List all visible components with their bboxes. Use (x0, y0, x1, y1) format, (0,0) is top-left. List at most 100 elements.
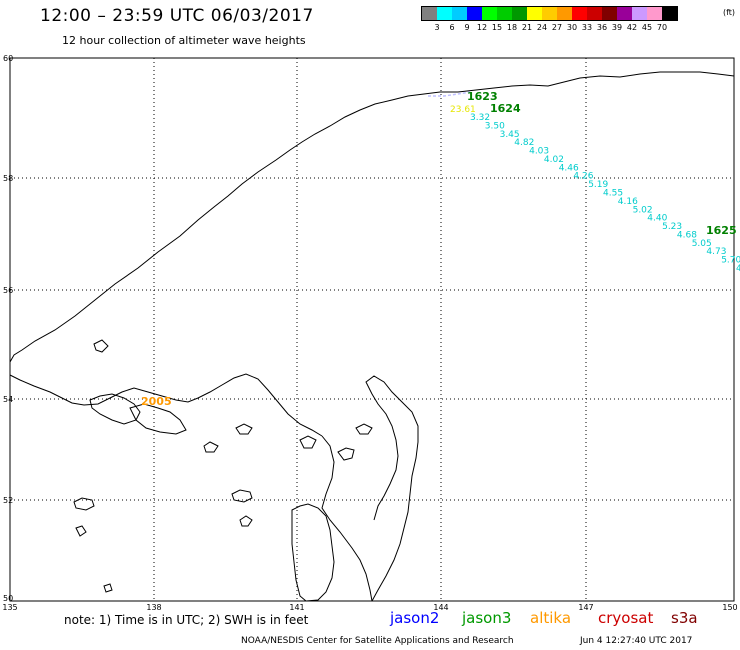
east-coast (365, 375, 419, 602)
lon-label-138: 138 (146, 603, 161, 612)
lon-label-141: 141 (289, 603, 304, 612)
lat-label-58: 58 (3, 174, 13, 183)
wave-height-value: 4.6 (736, 264, 740, 274)
color-swatch (662, 7, 677, 20)
plot-frame (9, 57, 735, 602)
color-swatch (542, 7, 557, 20)
lon-label-147: 147 (578, 603, 593, 612)
wave-height-value: 5.70 (721, 256, 740, 266)
wave-height-value: 5.23 (662, 222, 682, 232)
island-9 (299, 435, 317, 449)
legend-jason3: jason3 (462, 609, 512, 627)
wave-height-value: 4.40 (647, 214, 667, 224)
color-scale-swatches (421, 6, 678, 21)
island-8 (337, 447, 355, 461)
color-swatch (482, 7, 497, 20)
island-5 (203, 441, 219, 453)
legend-altika: altika (530, 609, 572, 627)
color-swatch (647, 7, 662, 20)
island-13 (103, 583, 113, 593)
color-swatch (587, 7, 602, 20)
island-10 (355, 423, 373, 435)
wave-height-labels: 3.323.503.454.824.034.024.464.265.194.55… (470, 113, 740, 274)
lat-labels: 60 58 56 54 52 50 (3, 54, 13, 603)
island-4 (231, 489, 253, 503)
track-time-1624: 1624 (490, 102, 521, 115)
wave-height-value: 3.50 (485, 121, 505, 131)
color-scale-unit: (ft) (723, 8, 736, 17)
lat-label-56: 56 (3, 286, 13, 295)
lon-label-135: 135 (2, 603, 17, 612)
wave-height-value: 4.82 (514, 138, 534, 148)
color-scale-legend: 3 6 9 12 15 18 21 24 27 30 33 36 39 42 45 70 (ft) (421, 6, 735, 33)
wave-height-value: 4.73 (706, 247, 726, 257)
color-scale-label: 18 (506, 23, 518, 32)
color-scale-labels: 3 6 9 12 15 18 21 24 27 30 33 36 39 42 45 70 (421, 21, 678, 33)
color-scale-label: 70 (656, 23, 668, 32)
color-swatch (602, 7, 617, 20)
island-12 (75, 525, 87, 537)
chart-subtitle: 12 hour collection of altimeter wave hei… (62, 34, 306, 47)
island-sakhalin (291, 503, 335, 602)
wave-height-value: 4.03 (529, 147, 549, 157)
generated-timestamp: Jun 4 12:27:40 UTC 2017 (580, 636, 693, 646)
color-scale-label: 6 (449, 23, 455, 32)
color-scale-label: 3 (434, 23, 440, 32)
color-scale-label: 24 (536, 23, 548, 32)
footer-note: note: 1) Time is in UTC; 2) SWH is in fe… (64, 613, 309, 627)
wave-height-value: 4.26 (573, 172, 593, 182)
lat-label-50: 50 (3, 594, 13, 603)
island-7 (93, 339, 109, 353)
color-swatch (527, 7, 542, 20)
track-time-labels: 1623 1624 1625 2005 (141, 90, 737, 408)
color-scale-label: 21 (521, 23, 533, 32)
island-3 (73, 497, 95, 511)
lat-label-54: 54 (3, 395, 13, 404)
wave-height-value: 4.55 (603, 189, 623, 199)
coastline (9, 71, 735, 602)
color-scale-label: 12 (476, 23, 488, 32)
wave-height-value: 3.32 (470, 113, 490, 123)
color-scale-label: 36 (596, 23, 608, 32)
legend-jason2: jason2 (390, 609, 440, 627)
track-segment-1623 (428, 91, 471, 97)
color-swatch (632, 7, 647, 20)
legend-cryosat: cryosat (598, 609, 654, 627)
color-swatch (557, 7, 572, 20)
lon-label-150: 150 (722, 603, 737, 612)
color-scale-label: 27 (551, 23, 563, 32)
color-swatch (467, 7, 482, 20)
island-2 (129, 403, 187, 435)
track-time-1623: 1623 (467, 90, 498, 103)
color-scale-label: 33 (581, 23, 593, 32)
color-swatch (422, 7, 437, 20)
wave-value-yellow: 23.61 (450, 105, 476, 115)
wave-height-value: 3.45 (500, 130, 520, 140)
track-time-2005: 2005 (141, 395, 172, 408)
island-6 (235, 423, 253, 435)
color-scale-label: 42 (626, 23, 638, 32)
color-swatch (512, 7, 527, 20)
color-swatch (572, 7, 587, 20)
chart-title: 12:00 – 23:59 UTC 06/03/2017 (40, 6, 314, 26)
lower-coast-west (9, 373, 323, 437)
north-coast (9, 71, 735, 363)
lat-label-52: 52 (3, 496, 13, 505)
wave-height-value: 5.19 (588, 180, 608, 190)
color-scale-label: 45 (641, 23, 653, 32)
color-scale-label: 39 (611, 23, 623, 32)
wave-height-value: 4.16 (618, 197, 638, 207)
island-1 (89, 393, 141, 425)
color-swatch (497, 7, 512, 20)
lon-label-144: 144 (433, 603, 448, 612)
lon-labels: 135 138 141 144 147 150 (2, 603, 737, 612)
wave-height-value: 4.02 (544, 155, 564, 165)
credit-text: NOAA/NESDIS Center for Satellite Applica… (241, 636, 514, 646)
grid-lines (10, 58, 734, 601)
color-scale-label: 15 (491, 23, 503, 32)
wave-height-value: 4.68 (677, 230, 697, 240)
color-scale-label: 9 (464, 23, 470, 32)
color-swatch (617, 7, 632, 20)
lat-label-60: 60 (3, 54, 13, 63)
